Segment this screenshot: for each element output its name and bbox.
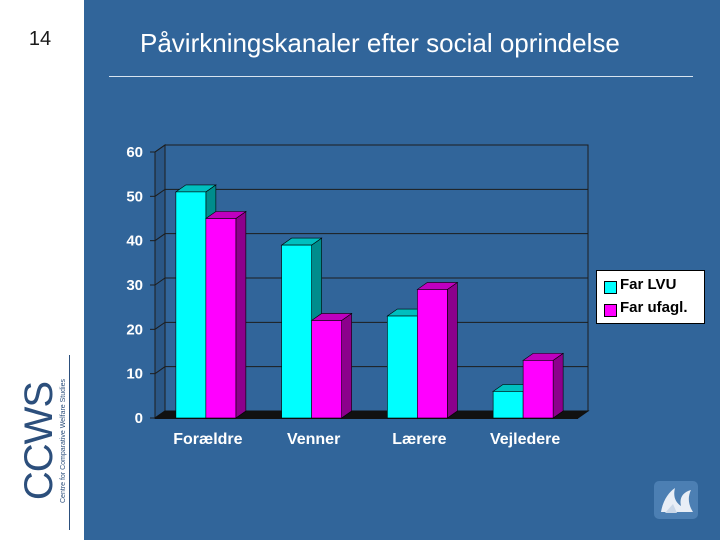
- bar-far-lvu: [175, 191, 207, 419]
- legend-label-far-ufagl: Far ufagl.: [620, 299, 688, 316]
- legend-swatch-far-lvu: [604, 281, 617, 294]
- bar-far-ufagl: [311, 320, 342, 419]
- bar-side-far-ufagl: [447, 281, 458, 419]
- x-category-label: Vejledere: [490, 431, 560, 448]
- bar-side-far-ufagl: [235, 210, 247, 419]
- legend-swatch-far-ufagl: [604, 304, 617, 317]
- bar-far-lvu: [387, 315, 418, 419]
- bar-side-far-ufagl: [552, 352, 564, 419]
- crest-icon: [654, 481, 698, 519]
- title-divider: [109, 76, 693, 77]
- x-category-label: Forældre: [173, 431, 242, 448]
- y-tick-label: 60: [126, 144, 143, 161]
- y-tick-label: 30: [126, 277, 143, 294]
- gridline: [154, 188, 588, 197]
- x-category-label: Venner: [287, 431, 340, 448]
- logo-rule: [69, 355, 70, 530]
- bar-far-lvu: [492, 391, 524, 419]
- gridline: [154, 233, 588, 242]
- bar-far-ufagl: [522, 360, 554, 419]
- slide-number: 14: [28, 28, 52, 50]
- x-category-label: Lærere: [392, 431, 446, 448]
- y-tick-label: 0: [135, 410, 143, 427]
- gridline: [154, 144, 588, 153]
- legend-label-far-lvu: Far LVU: [620, 276, 677, 293]
- ccws-logo: CCWS Centre for Comparative Welfare Stud…: [8, 355, 74, 530]
- y-tick-label: 50: [126, 188, 143, 205]
- bar-far-ufagl: [205, 218, 237, 419]
- gridline: [154, 277, 588, 286]
- y-tick-label: 20: [126, 321, 143, 338]
- bar-far-ufagl: [417, 289, 448, 419]
- bar-side-far-ufagl: [341, 312, 352, 419]
- slide-title: Påvirkningskanaler efter social oprindel…: [140, 28, 620, 58]
- left-strip: [0, 0, 84, 540]
- bar-far-lvu: [281, 244, 312, 419]
- chart-legend: Far LVU Far ufagl.: [596, 270, 705, 324]
- y-tick-label: 40: [126, 233, 143, 250]
- y-tick-label: 10: [126, 366, 143, 383]
